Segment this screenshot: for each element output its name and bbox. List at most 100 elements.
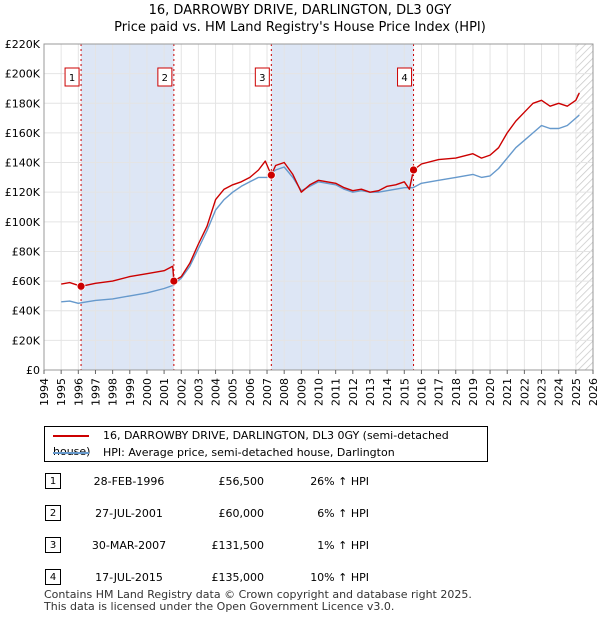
title-line-1: 16, DARROWBY DRIVE, DARLINGTON, DL3 0GY: [148, 3, 452, 18]
sale-row: 4 17-JUL-2015 £135,000 10% ↑ HPI: [44, 568, 384, 588]
x-tick-label: 2016: [415, 378, 428, 406]
sale-row: 2 27-JUL-2001 £60,000 6% ↑ HPI: [44, 504, 384, 524]
sale-hpi-change: 1% ↑ HPI: [317, 539, 369, 552]
sale-vertical-lines: [80, 44, 415, 370]
x-tick-label: 2002: [175, 378, 188, 406]
sale-marker-1: [76, 281, 86, 291]
x-tick-label: 1996: [72, 378, 85, 406]
x-tick-label: 2022: [518, 378, 531, 406]
sale-badges: 1 2 3 4: [64, 67, 413, 87]
axes: £0 £20K £40K £60K £80K £100K £120K £140K £160K £1…: [5, 38, 600, 406]
y-tick-label: £180K: [5, 97, 41, 110]
sale-badge-label: 4: [401, 73, 407, 84]
shaded-period: [81, 44, 174, 370]
legend: 16, DARROWBY DRIVE, DARLINGTON, DL3 0GY …: [44, 426, 488, 462]
x-tick-label: 2011: [330, 378, 343, 406]
legend-label-property: 16, DARROWBY DRIVE, DARLINGTON, DL3 0GY …: [53, 429, 449, 458]
sale-badge-box: [254, 67, 270, 87]
footer-line-2: This data is licensed under the Open Gov…: [44, 600, 395, 613]
x-tick-label: 2000: [141, 378, 154, 406]
sale-badge-1: 1: [64, 67, 80, 87]
legend-item-hpi: HPI: Average price, semi-detached house,…: [53, 445, 395, 461]
x-tick-label: 2005: [227, 378, 240, 406]
x-tick-label: 2003: [192, 378, 205, 406]
price-chart: 1 2 3 4 £0 £20K £40K £60K £80K £100K £120K £140K £1…: [5, 38, 600, 406]
sale-number-badge: 2: [45, 505, 61, 521]
sale-badge-3: 3: [254, 67, 270, 87]
x-tick-label: 2006: [244, 378, 257, 406]
sale-badge-label: 2: [162, 73, 168, 84]
x-tick-label: 2008: [278, 378, 291, 406]
sale-badge-label: 3: [259, 73, 265, 84]
y-tick-label: £140K: [5, 157, 41, 170]
sale-price: £60,000: [218, 507, 265, 520]
sale-date: 28-FEB-1996: [93, 475, 165, 488]
x-tick-label: 2009: [295, 378, 308, 406]
sale-badge-box: [397, 67, 413, 87]
x-tick-label: 2020: [484, 378, 497, 406]
y-tick-label: £40K: [12, 305, 41, 318]
y-tick-label: £160K: [5, 127, 41, 140]
sale-marker-4: [409, 165, 418, 175]
x-tick-label: 2021: [501, 378, 514, 406]
y-tick-label: £20K: [12, 334, 41, 347]
y-tick-label: £120K: [5, 186, 41, 199]
sale-date: 27-JUL-2001: [95, 507, 163, 520]
x-tick-label: 2014: [381, 378, 394, 406]
x-tick-label: 2012: [347, 378, 360, 406]
sale-badge-box: [64, 67, 80, 87]
y-tick-label: £220K: [5, 38, 41, 51]
x-tick-label: 1999: [124, 378, 137, 406]
forecast-hatch: [575, 44, 593, 370]
sale-row: 1 28-FEB-1996 £56,500 26% ↑ HPI: [44, 472, 384, 492]
x-tick-label: 2024: [553, 378, 566, 406]
sale-hpi-change: 10% ↑ HPI: [310, 571, 369, 584]
x-tick-label: 2018: [450, 378, 463, 406]
footer: Contains HM Land Registry data © Crown c…: [44, 589, 472, 613]
sale-date: 17-JUL-2015: [95, 571, 163, 584]
shaded-periods: [81, 44, 593, 370]
sale-hpi-change: 6% ↑ HPI: [317, 507, 369, 520]
x-tick-label: 1994: [38, 378, 51, 406]
sale-marker-3: [266, 170, 276, 180]
x-tick-label: 2015: [398, 378, 411, 406]
x-tick-label: 2007: [261, 378, 274, 406]
shaded-period: [271, 44, 414, 370]
y-tick-label: £80K: [12, 245, 41, 258]
sale-markers: [76, 165, 418, 291]
x-tick-label: 2026: [587, 378, 600, 406]
sale-price: £131,500: [211, 539, 265, 552]
x-tick-label: 2019: [467, 378, 480, 406]
x-tick-label: 2001: [158, 378, 171, 406]
x-tick-label: 1997: [89, 378, 102, 406]
x-tick-label: 2004: [210, 378, 223, 406]
hpi-line: [61, 114, 580, 304]
y-tick-label: £100K: [5, 216, 41, 229]
sale-badge-box: [157, 67, 173, 87]
sale-marker-2: [169, 276, 179, 286]
legend-item-property: 16, DARROWBY DRIVE, DARLINGTON, DL3 0GY …: [53, 428, 487, 458]
sale-number-badge: 4: [45, 569, 61, 585]
legend-swatch-hpi: [53, 452, 89, 454]
x-tick-label: 1998: [107, 378, 120, 406]
legend-label-hpi: HPI: Average price, semi-detached house,…: [103, 446, 395, 459]
y-tick-label: £60K: [12, 275, 41, 288]
x-tick-label: 2025: [570, 378, 583, 406]
x-tick-label: 2017: [433, 378, 446, 406]
sale-number-badge: 3: [45, 537, 61, 553]
chart-title: 16, DARROWBY DRIVE, DARLINGTON, DL3 0GY …: [0, 2, 600, 36]
y-tick-label: £200K: [5, 68, 41, 81]
footer-line-1: Contains HM Land Registry data © Crown c…: [44, 588, 472, 601]
x-tick-label: 1995: [55, 378, 68, 406]
x-tick-label: 2010: [313, 378, 326, 406]
sale-badge-label: 1: [69, 73, 75, 84]
x-tick-label: 2023: [536, 378, 549, 406]
sale-hpi-change: 26% ↑ HPI: [310, 475, 369, 488]
y-tick-label: £0: [26, 364, 40, 377]
sale-badge-2: 2: [157, 67, 173, 87]
sale-price: £56,500: [218, 475, 265, 488]
sale-badge-4: 4: [397, 67, 413, 87]
sale-price: £135,000: [211, 571, 265, 584]
sale-row: 3 30-MAR-2007 £131,500 1% ↑ HPI: [44, 536, 384, 556]
sale-number-badge: 1: [45, 473, 61, 489]
